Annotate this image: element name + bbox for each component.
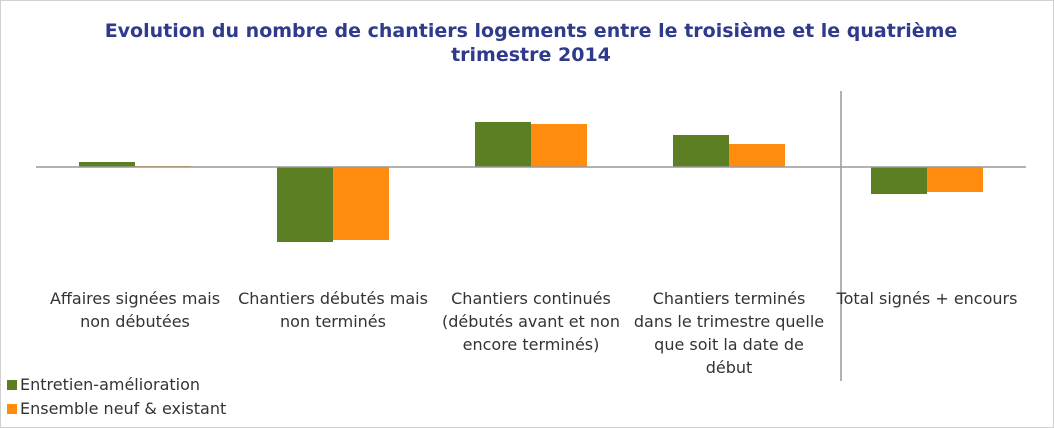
x-tick-label: Total signés + encours <box>836 289 1018 308</box>
bar <box>673 135 729 167</box>
legend-swatch <box>7 403 17 414</box>
bar <box>333 167 389 240</box>
legend-item: Ensemble neuf & existant <box>7 399 226 418</box>
bar <box>871 167 927 194</box>
bar <box>475 122 531 167</box>
bar <box>277 167 333 242</box>
x-tick-label: Affaires signées mais non débutées <box>49 289 221 331</box>
legend-label: Ensemble neuf & existant <box>20 399 227 418</box>
legend-item: Entretien-amélioration <box>7 375 200 394</box>
bar <box>927 167 983 192</box>
legend-label: Entretien-amélioration <box>20 375 201 394</box>
chart-title: Evolution du nombre de chantiers logemen… <box>104 20 958 66</box>
bar <box>79 162 135 167</box>
x-tick-label: Chantiers terminés dans le trimestre que… <box>633 289 825 377</box>
bar <box>531 124 587 167</box>
x-tick-label: Chantiers continués (débutés avant et no… <box>442 289 620 354</box>
x-tick-label: Chantiers débutés mais non terminés <box>238 289 428 331</box>
bar <box>729 144 785 167</box>
legend-swatch <box>7 379 17 390</box>
